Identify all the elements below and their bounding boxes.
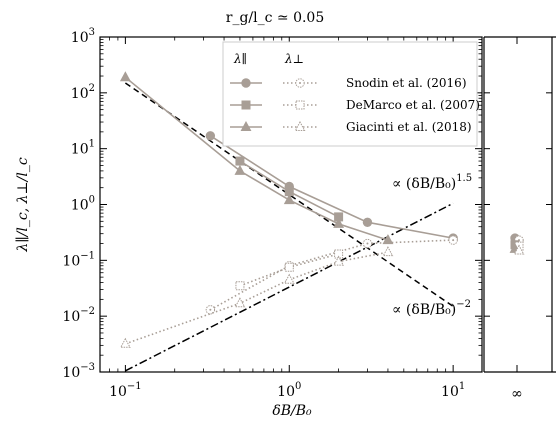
legend-header-perp: λ⊥ — [284, 52, 304, 66]
series-triangle-parallel-point — [333, 217, 345, 228]
series-triangle-perp-point — [333, 255, 345, 266]
series-triangle-perp-line — [125, 251, 389, 345]
series-circle-parallel-line — [209, 135, 454, 239]
series-square-parallel-point — [235, 156, 245, 166]
y-tick-label: 10−2 — [62, 306, 95, 325]
legend-label: Giacinti et al. (2018) — [346, 120, 472, 134]
y-tick-label: 102 — [71, 83, 95, 102]
y-tick-label: 10−1 — [62, 250, 95, 269]
x-axis-label: δB/B₀ — [272, 403, 312, 419]
series-square-perp-point — [235, 281, 245, 291]
series-circle-perp-point-dot — [366, 242, 369, 245]
series-triangle-parallel-point — [283, 194, 295, 205]
y-tick-label: 103 — [71, 27, 95, 46]
plot-area: 10−3 10−2 10−1 100 101 102 103 10−1 100 101 ∞ δB/B₀… — [15, 27, 556, 419]
legend-header-parallel: λ∥ — [233, 52, 247, 66]
y-axis-label: λ∥/l_c, λ⊥/l_c — [15, 157, 31, 253]
legend-label: DeMarco et al. (2007) — [346, 98, 480, 112]
x-tick-label: 10−1 — [109, 381, 142, 400]
series-circle-parallel-point — [362, 217, 373, 227]
legend-label: Snodin et al. (2016) — [346, 76, 467, 90]
reference-line — [125, 202, 454, 372]
series-circle-perp-point-dot — [452, 239, 455, 242]
reference-label-slope-1p5: ∝ (δB/B₀)1.5 — [392, 173, 472, 192]
x-tick-label: 101 — [441, 381, 465, 400]
chart-title: r_g/l_c ≃ 0.05 — [226, 10, 325, 26]
series-triangle-perp-point — [382, 246, 394, 257]
legend-marker-perp-dot — [299, 82, 301, 84]
series-triangle-parallel-point — [234, 164, 246, 175]
series-triangle-parallel-point — [382, 234, 394, 245]
y-tick-label: 101 — [71, 139, 95, 158]
series-circle-perp-line — [210, 239, 454, 311]
x-inf-label: ∞ — [511, 386, 523, 402]
series-triangle-perp-point — [283, 273, 295, 284]
series-triangle-perp-point — [234, 297, 246, 308]
legend-marker-perp — [294, 120, 306, 131]
reference-line — [124, 82, 454, 307]
inf-point-triangle-perp — [513, 244, 525, 255]
series-triangle-parallel-point — [119, 71, 131, 82]
legend-box — [222, 41, 478, 147]
x-tick-label: 100 — [277, 381, 301, 400]
series-circle-parallel-point — [205, 131, 216, 141]
legend-marker-parallel — [240, 120, 252, 131]
series-triangle-perp-point — [119, 337, 131, 348]
legend-marker-perp — [295, 100, 305, 110]
y-tick-label: 100 — [71, 195, 95, 214]
series-square-perp-point — [284, 262, 294, 272]
legend-marker-parallel — [241, 78, 251, 88]
legend-marker-parallel — [241, 100, 251, 110]
series-circle-perp-point-dot — [209, 308, 212, 311]
reference-label-slope-minus2: ∝ (δB/B₀)−2 — [392, 299, 471, 318]
y-tick-label: 10−3 — [62, 362, 95, 381]
legend: λ∥ λ⊥ Snodin et al. (2016) DeMarco et al. (… — [222, 41, 480, 147]
